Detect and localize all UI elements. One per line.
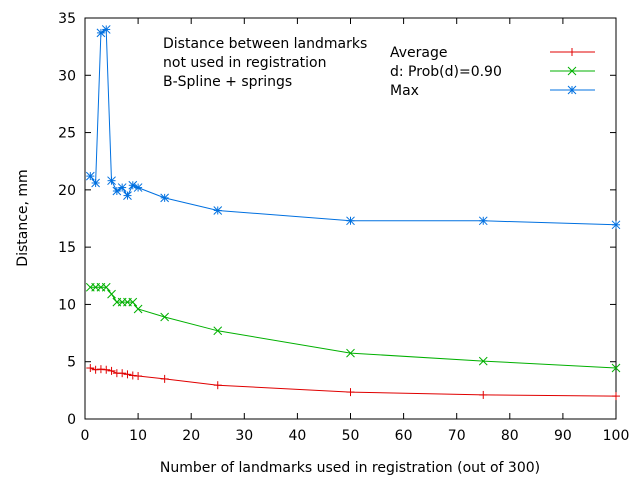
x-axis-label: Number of landmarks used in registration… (160, 460, 540, 476)
data-point (91, 365, 100, 374)
data-point (478, 216, 488, 226)
x-tick-label: 60 (395, 428, 413, 444)
data-point (160, 374, 169, 383)
data-point (91, 178, 100, 188)
data-point (107, 366, 116, 375)
y-tick-label: 25 (58, 126, 76, 142)
data-point (112, 186, 122, 196)
y-tick-label: 0 (67, 412, 76, 428)
x-tick-label: 70 (448, 428, 466, 444)
data-point (133, 304, 143, 314)
data-point (123, 370, 132, 379)
data-point (611, 220, 621, 230)
x-tick-label: 0 (81, 428, 90, 444)
legend-item: Average (390, 45, 595, 61)
series-average (86, 364, 620, 401)
legend-marker (568, 48, 576, 56)
data-point (118, 369, 127, 378)
annotation-line: not used in registration (163, 55, 326, 71)
data-point (107, 176, 116, 186)
series-group (85, 25, 621, 401)
y-tick-label: 30 (58, 68, 76, 84)
x-tick-label: 100 (603, 428, 630, 444)
annotation-line: B-Spline + springs (163, 74, 292, 90)
data-point (117, 183, 127, 192)
ticks: 0 10 20 30 40 50 60 70 80 90 100 0 5 10 15 20 25 30 35 (58, 11, 629, 444)
data-point (85, 171, 95, 181)
y-tick-label: 20 (58, 183, 76, 199)
data-point (107, 289, 116, 299)
x-tick-label: 20 (182, 428, 200, 444)
annotation: Distance between landmarks not used in re… (163, 36, 367, 90)
data-point (346, 216, 355, 226)
legend-marker (567, 66, 577, 76)
data-point (133, 183, 143, 192)
annotation-line: Distance between landmarks (163, 36, 367, 52)
data-point (128, 297, 138, 307)
data-point (134, 372, 143, 381)
x-tick-label: 30 (235, 428, 253, 444)
series-max (85, 25, 621, 230)
data-point (479, 390, 488, 399)
x-tick-label: 50 (342, 428, 360, 444)
x-tick-label: 10 (129, 428, 147, 444)
data-point (213, 326, 223, 336)
y-tick-label: 15 (58, 240, 76, 256)
y-axis-label: Distance, mm (15, 169, 31, 266)
data-point (478, 356, 488, 366)
data-point (102, 365, 111, 374)
legend-label: Max (390, 83, 419, 99)
data-point (213, 206, 223, 215)
data-point (123, 191, 132, 200)
legend-label: Average (390, 45, 448, 61)
legend-item: Max (390, 83, 595, 99)
y-tick-label: 5 (67, 355, 76, 371)
data-point (612, 392, 620, 401)
data-point (346, 388, 355, 397)
legend-item: d: Prob(d)=0.90 (390, 64, 595, 80)
x-tick-label: 80 (501, 428, 519, 444)
data-point (213, 381, 222, 390)
x-tick-label: 40 (288, 428, 306, 444)
data-point (128, 371, 137, 380)
y-tick-label: 10 (58, 297, 76, 313)
data-point (96, 28, 106, 38)
legend-label: d: Prob(d)=0.90 (390, 64, 502, 80)
y-tick-label: 35 (58, 11, 76, 27)
data-point (346, 348, 355, 358)
data-point (101, 25, 111, 34)
data-point (101, 282, 111, 292)
data-point (160, 312, 170, 322)
x-tick-label: 90 (554, 428, 572, 444)
data-point (611, 363, 621, 373)
legend: Average d: Prob(d)=0.90 Max (390, 45, 595, 99)
data-point (160, 193, 170, 203)
data-point (96, 365, 105, 374)
series-d-prob-d-0-90 (85, 282, 621, 373)
data-point (86, 364, 95, 373)
legend-marker (567, 85, 577, 95)
